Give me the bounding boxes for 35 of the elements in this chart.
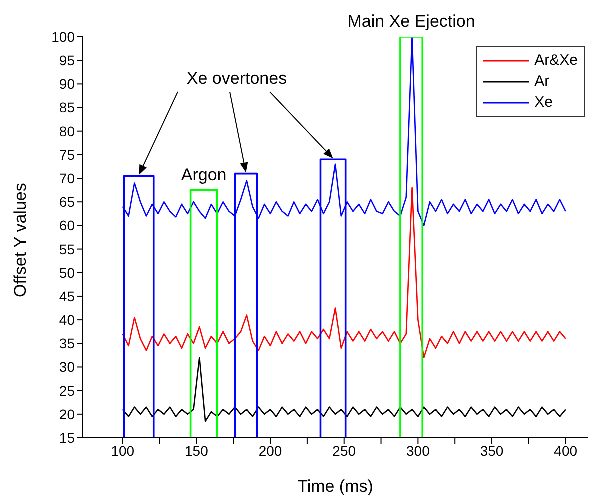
y-tick-label: 30 xyxy=(59,359,76,376)
legend-label: Ar xyxy=(534,73,550,90)
y-tick-label: 50 xyxy=(59,264,76,281)
x-tick-label: 100 xyxy=(111,442,135,459)
line-series xyxy=(122,357,566,422)
y-tick-label: 75 xyxy=(59,146,76,163)
annotation: Main Xe Ejection xyxy=(348,12,476,31)
legend-label: Xe xyxy=(534,94,553,111)
legend-label: Ar&Xe xyxy=(534,52,578,69)
x-tick-label: 350 xyxy=(480,442,504,459)
y-tick-label: 80 xyxy=(59,123,76,140)
x-tick-label: 400 xyxy=(554,442,578,459)
y-tick-label: 25 xyxy=(59,382,76,399)
y-tick-label: 40 xyxy=(59,312,76,328)
y-tick-label: 95 xyxy=(59,52,76,69)
y-tick-label: 55 xyxy=(59,241,76,258)
y-tick-label: 35 xyxy=(59,336,76,352)
y-tick-label: 100 xyxy=(52,28,76,45)
y-axis-title: Offset Y values xyxy=(11,183,30,298)
y-tick-label: 65 xyxy=(59,194,76,210)
y-tick-label: 70 xyxy=(59,170,76,186)
y-tick-label: 45 xyxy=(59,288,76,304)
line-series xyxy=(122,187,566,358)
x-axis-title: Time (ms) xyxy=(298,477,374,496)
x-tick-label: 150 xyxy=(185,442,209,459)
y-tick-label: 60 xyxy=(59,218,76,234)
x-tick-label: 250 xyxy=(332,442,356,459)
x-tick-label: 300 xyxy=(406,442,430,459)
annotation: Xe overtones xyxy=(186,69,288,88)
y-tick-label: 90 xyxy=(59,76,76,92)
y-tick-label: 20 xyxy=(59,406,76,422)
x-tick-label: 200 xyxy=(258,442,282,459)
y-tick-label: 85 xyxy=(59,100,76,116)
y-tick-label: 15 xyxy=(59,430,76,446)
annotation: Argon xyxy=(181,165,227,184)
